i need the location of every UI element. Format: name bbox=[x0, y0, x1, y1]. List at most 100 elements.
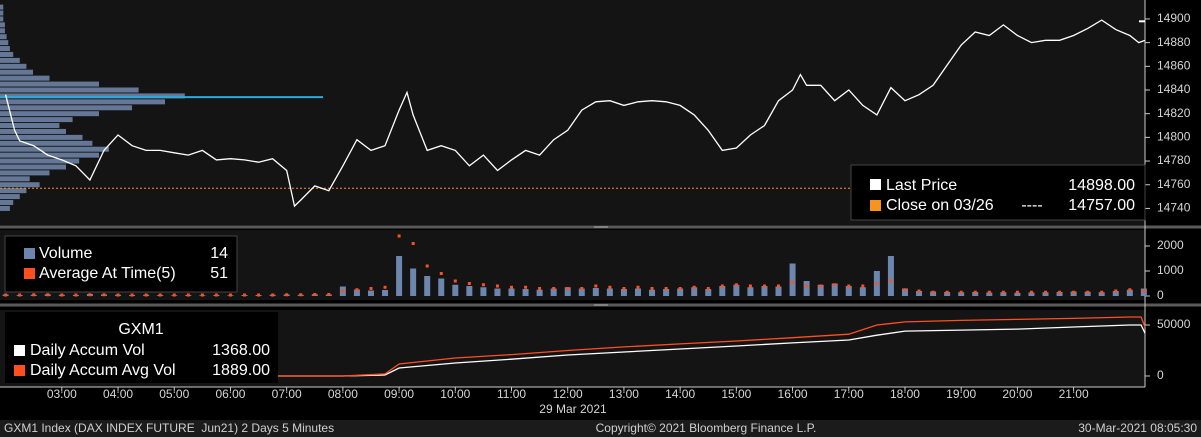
x-tick-label: 05:00 bbox=[159, 387, 189, 401]
average-dot bbox=[271, 293, 275, 297]
plot-layer: 14740 14760 14780 14800 14820 14840 14860 14880… bbox=[0, 4, 1191, 401]
profile-bar bbox=[0, 81, 99, 87]
profile-bar bbox=[0, 28, 5, 34]
average-dot bbox=[1044, 290, 1048, 294]
line bbox=[5, 324, 1146, 377]
x-tick-label: 11:00 bbox=[497, 387, 526, 401]
x-tick-label: 10:00 bbox=[440, 387, 470, 401]
profile-bar bbox=[0, 117, 73, 123]
volume-bar bbox=[649, 289, 656, 296]
profile-bar bbox=[0, 188, 27, 194]
average-dot bbox=[552, 287, 556, 290]
average-dot bbox=[186, 293, 190, 297]
profile-bar bbox=[0, 205, 10, 211]
x-tick-label: 08:00 bbox=[328, 387, 358, 401]
average-dot bbox=[425, 264, 429, 268]
footer-right: 30-Mar-2021 08:05:30 bbox=[1078, 421, 1197, 435]
average-dot bbox=[538, 287, 542, 290]
legend-swatch bbox=[24, 268, 35, 279]
volume-bar bbox=[901, 288, 908, 296]
legend-value: 1889.00 bbox=[212, 362, 270, 379]
average-dot bbox=[524, 285, 528, 289]
average-dot bbox=[903, 288, 907, 292]
average-dot bbox=[1142, 289, 1146, 293]
volume-bar bbox=[396, 256, 403, 296]
average-dot bbox=[889, 279, 893, 283]
average-dot bbox=[1086, 290, 1090, 294]
profile-bar bbox=[0, 105, 132, 111]
x-tick-label: 12:00 bbox=[553, 387, 583, 401]
footer-center: Copyright© 2021 Bloomberg Finance L.P. bbox=[596, 421, 817, 435]
volume-bar bbox=[1042, 292, 1049, 296]
volume-bar bbox=[958, 292, 965, 296]
average-dot bbox=[945, 290, 949, 294]
legend-title: GXM1 bbox=[118, 321, 163, 338]
profile-bar bbox=[0, 57, 20, 63]
y-tick-label: 1000 bbox=[1157, 263, 1184, 277]
profile-bar bbox=[0, 69, 33, 75]
y-tick-label: 14780 bbox=[1157, 153, 1191, 167]
volume-bar bbox=[353, 289, 360, 296]
profile-bar bbox=[0, 87, 139, 93]
average-dot bbox=[1114, 289, 1118, 293]
profile-bar bbox=[0, 194, 20, 200]
profile-bar bbox=[0, 176, 30, 182]
volume-bar bbox=[1056, 292, 1063, 296]
profile-bar bbox=[0, 22, 5, 28]
x-date-label: 29 Mar 2021 bbox=[539, 402, 607, 416]
volume-bar bbox=[1014, 292, 1021, 296]
y-tick-label: 14820 bbox=[1157, 106, 1191, 120]
x-tick-label: 14:00 bbox=[665, 387, 695, 401]
average-dot bbox=[32, 293, 36, 297]
volume-bar bbox=[817, 284, 824, 296]
average-dot bbox=[102, 293, 106, 297]
average-dot bbox=[650, 287, 654, 290]
average-dot bbox=[875, 282, 879, 285]
average-dot bbox=[636, 285, 640, 289]
average-dot bbox=[1058, 290, 1062, 294]
legend-swatch bbox=[24, 248, 35, 259]
profile-bar bbox=[0, 170, 50, 176]
volume-bar bbox=[522, 289, 529, 296]
average-dot bbox=[341, 289, 345, 293]
x-tick-label: 17:00 bbox=[834, 387, 864, 401]
x-tick-label: 16:00 bbox=[778, 387, 808, 401]
average-dot bbox=[116, 293, 120, 297]
average-dot bbox=[1029, 290, 1033, 294]
volume-bar bbox=[887, 256, 894, 296]
volume-bar bbox=[677, 288, 684, 296]
average-dot bbox=[748, 284, 752, 288]
profile-bar bbox=[0, 46, 10, 52]
volume-bar bbox=[578, 288, 585, 296]
legend-swatch bbox=[870, 179, 881, 190]
y-tick-label: 14840 bbox=[1157, 82, 1191, 96]
volume-bar bbox=[452, 284, 459, 296]
average-dot bbox=[60, 293, 64, 297]
profile-bar bbox=[0, 134, 83, 140]
volume-bar bbox=[733, 284, 740, 296]
y-tick-label: 50000 bbox=[1157, 317, 1191, 331]
profile-bar bbox=[0, 123, 60, 129]
profile-bar bbox=[0, 75, 50, 81]
average-dot bbox=[566, 287, 570, 290]
volume-bar bbox=[1098, 292, 1105, 296]
volume-bar bbox=[1112, 291, 1119, 296]
y-tick-label: 14880 bbox=[1157, 35, 1191, 49]
footer-left: GXM1 Index (DAX INDEX FUTURE Jun21) 2 Da… bbox=[4, 421, 334, 435]
legend-label: Last Price bbox=[886, 177, 957, 194]
volume-bar bbox=[986, 292, 993, 296]
profile-bar bbox=[0, 4, 4, 10]
volume-bar bbox=[410, 268, 417, 296]
average-dot bbox=[510, 285, 514, 289]
volume-bar bbox=[438, 278, 445, 296]
average-dot bbox=[819, 284, 823, 288]
legend-swatch bbox=[870, 200, 881, 211]
average-dot bbox=[692, 285, 696, 289]
average-dot bbox=[706, 287, 710, 290]
volume-bar bbox=[663, 289, 670, 296]
average-dot bbox=[313, 293, 317, 296]
volume-bar bbox=[606, 288, 613, 296]
average-dot bbox=[1001, 290, 1005, 294]
volume-bar bbox=[634, 288, 641, 296]
average-dot bbox=[257, 293, 261, 297]
